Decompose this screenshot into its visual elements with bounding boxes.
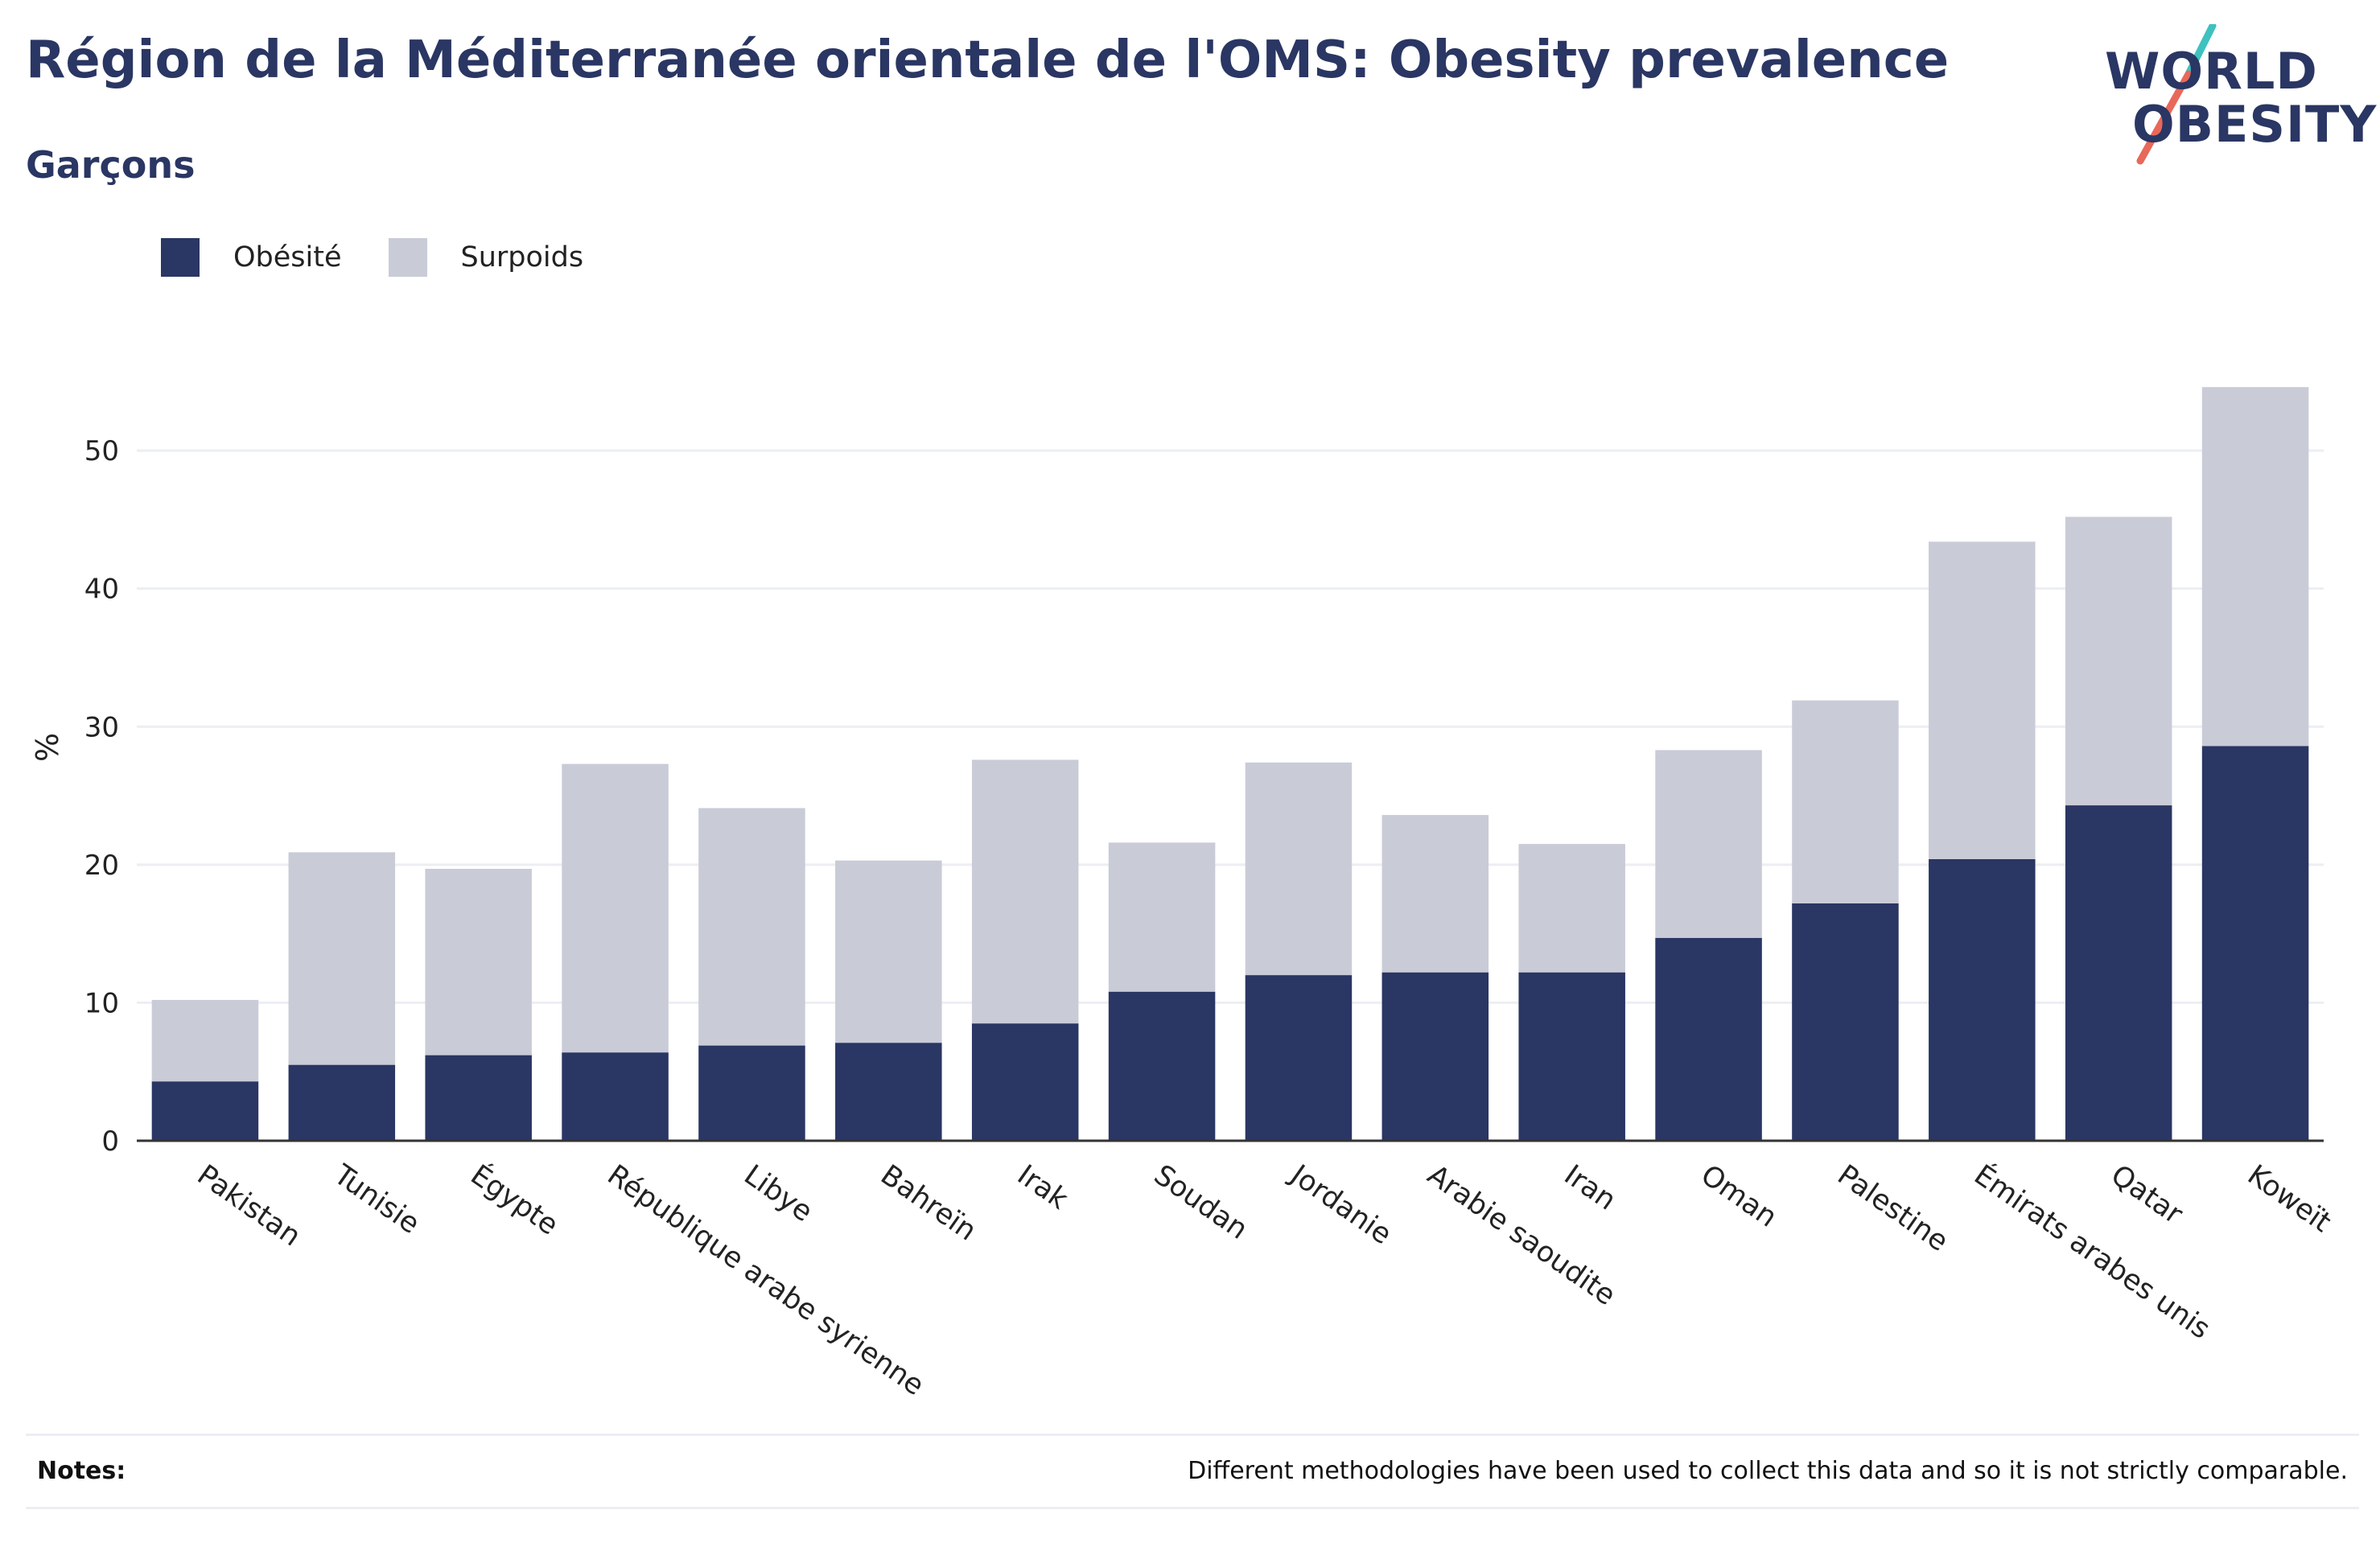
legend-item-overweight: Surpoids: [388, 238, 584, 277]
logo-line2: OBESITY: [2132, 95, 2378, 154]
x-tick-label: Pakistan: [191, 1159, 307, 1253]
legend-label-obesity: Obésité: [233, 241, 342, 274]
y-axis-label: %: [30, 733, 65, 762]
bar-obesity: [971, 1023, 1079, 1141]
bar-obesity: [2201, 746, 2309, 1141]
chart-legend: Obésité Surpoids: [161, 238, 630, 277]
bar-overweight: [288, 852, 396, 1065]
world-obesity-logo: WORLD OBESITY: [2100, 24, 2376, 169]
bar-obesity: [2065, 805, 2172, 1141]
notes-text: Different methodologies have been used t…: [1188, 1457, 2348, 1485]
x-tick-label: Tunisie: [327, 1158, 426, 1240]
notes-label: Notes:: [37, 1457, 126, 1485]
bar-obesity: [151, 1081, 259, 1141]
x-tick-label: Libye: [738, 1159, 818, 1229]
x-tick-label: Bahreïn: [875, 1159, 982, 1248]
bar-overweight: [151, 999, 259, 1082]
bar-overweight: [1245, 762, 1353, 976]
legend-label-overweight: Surpoids: [460, 241, 584, 274]
bar-obesity: [698, 1045, 805, 1141]
x-tick-label: Jordanie: [1283, 1158, 1397, 1251]
bar-obesity: [1518, 972, 1625, 1141]
x-tick-label: Qatar: [2105, 1159, 2189, 1232]
bar-obesity: [1655, 937, 1762, 1141]
logo-line1: WORLD: [2105, 42, 2318, 101]
x-tick-label: Égypte: [465, 1158, 565, 1242]
y-tick-label: 40: [84, 574, 119, 606]
y-tick-label: 30: [84, 711, 119, 743]
bar-obesity: [1929, 858, 2036, 1141]
bar-overweight: [835, 860, 942, 1043]
bar-obesity: [562, 1052, 669, 1141]
y-tick-label: 50: [84, 435, 119, 467]
x-tick-label: Koweït: [2242, 1159, 2337, 1239]
y-tick-label: 20: [84, 850, 119, 882]
bar-overweight: [698, 808, 805, 1046]
bar-overweight: [1381, 815, 1489, 973]
chart-subtitle: Garçons: [26, 143, 196, 187]
bar-overweight: [1518, 844, 1625, 973]
x-tick-label: Émirats arabes unis: [1968, 1158, 2217, 1346]
bar-obesity: [288, 1064, 396, 1141]
notes-bar: Notes: Different methodologies have been…: [26, 1434, 2359, 1509]
bar-overweight: [971, 759, 1079, 1024]
legend-swatch-overweight: [388, 238, 427, 277]
x-tick-label: Palestine: [1831, 1159, 1954, 1258]
bar-overweight: [2065, 516, 2172, 806]
x-tick-label: Iran: [1559, 1159, 1622, 1217]
y-tick-label: 0: [101, 1125, 119, 1158]
legend-item-obesity: Obésité: [161, 238, 342, 277]
logo-slash-icon: [2136, 24, 2217, 165]
bar-obesity: [1245, 975, 1353, 1141]
bar-obesity: [1792, 903, 1899, 1141]
bar-overweight: [562, 763, 669, 1053]
bar-overweight: [2201, 387, 2309, 747]
x-tick-label: Soudan: [1148, 1159, 1254, 1246]
bar-obesity: [425, 1055, 532, 1141]
bar-overweight: [1655, 750, 1762, 938]
bar-obesity: [1381, 972, 1489, 1141]
y-tick-label: 10: [84, 987, 119, 1019]
chart-title: Région de la Méditerranée orientale de l…: [26, 31, 1950, 90]
legend-swatch-obesity: [161, 238, 200, 277]
bar-overweight: [1108, 842, 1216, 992]
bar-overweight: [1792, 700, 1899, 903]
bar-overweight: [425, 868, 532, 1055]
bar-overweight: [1929, 541, 2036, 859]
bar-obesity: [1108, 991, 1216, 1141]
bar-obesity: [835, 1043, 942, 1141]
x-tick-label: Oman: [1694, 1159, 1782, 1234]
x-tick-label: Irak: [1011, 1159, 1074, 1216]
